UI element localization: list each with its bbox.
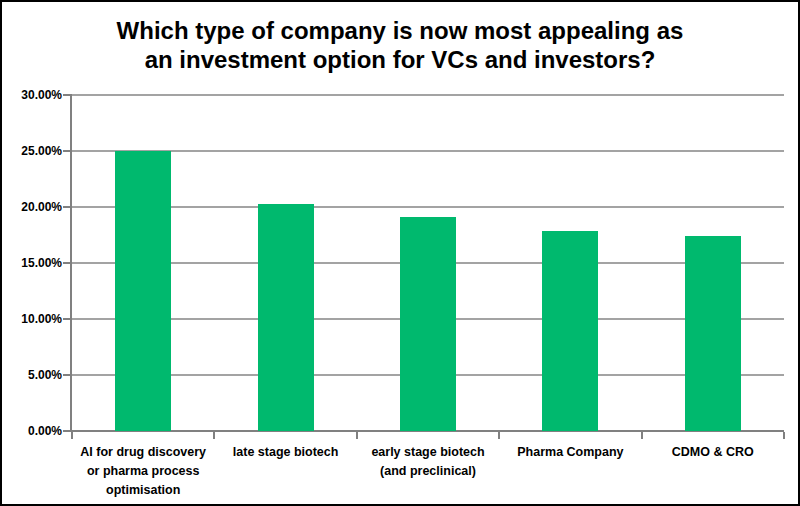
x-axis-tick [71,432,73,439]
bar-cdmo-cro [685,236,741,431]
y-axis-tick-label: 20.00% [2,198,62,216]
x-axis-tick [641,432,643,439]
chart-title-line-1: Which type of company is now most appeal… [2,16,798,45]
x-axis-tick [213,432,215,439]
y-axis-tick-label: 30.00% [2,86,62,104]
y-axis-tick-label: 10.00% [2,310,62,328]
y-axis-tick-label: 25.00% [2,142,62,160]
x-axis-tick [783,432,785,439]
gridline-20.00pct [72,206,784,208]
plot-area: 0.00%5.00%10.00%15.00%20.00%25.00%30.00%… [72,95,784,431]
chart-window: Which type of company is now most appeal… [0,0,800,506]
x-axis-category-label-cdmo-cro: CDMO & CRO [628,443,798,462]
y-axis-tick-label: 0.00% [2,422,62,440]
bar-early-stage-biotech-and-preclinical [400,217,456,431]
x-axis-tick [356,432,358,439]
bar-pharma-company [542,231,598,431]
y-axis-line [70,94,72,431]
bar-ai-for-drug-discovery-or-pharma-process-optimisation [115,151,171,431]
x-axis-category-label-line: or pharma process [58,462,228,481]
x-axis-category-label-line: (and preclinical) [343,462,513,481]
gridline-25.00pct [72,150,784,152]
chart-title-line-2: an investment option for VCs and investo… [2,45,798,74]
x-axis-category-label-line: CDMO & CRO [628,443,798,462]
gridline-30.00pct [72,94,784,96]
y-axis-tick-label: 5.00% [2,366,62,384]
y-axis-tick-label: 15.00% [2,254,62,272]
chart-title: Which type of company is now most appeal… [2,16,798,74]
bar-late-stage-biotech [258,204,314,431]
x-axis-tick [498,432,500,439]
x-axis-category-label-line: optimisation [58,481,228,500]
